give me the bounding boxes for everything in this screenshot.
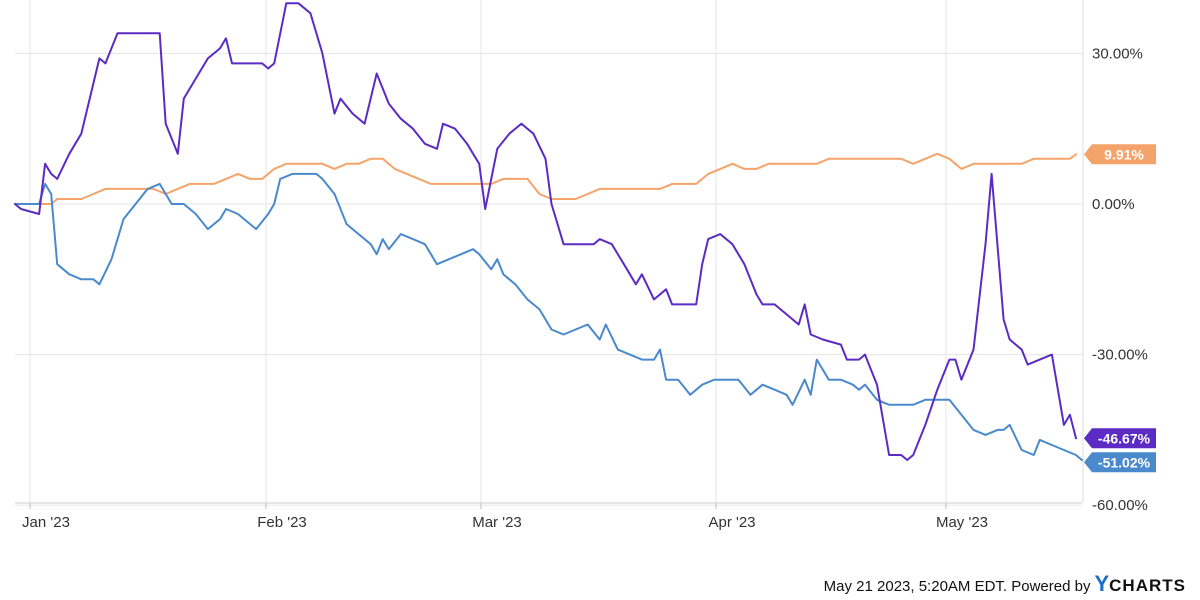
end-label-flag	[1084, 428, 1156, 449]
end-label-0: -46.67%	[1084, 428, 1156, 449]
ycharts-logo-text: CHARTS	[1109, 576, 1186, 595]
x-tick-label: Apr '23	[708, 514, 755, 531]
y-tick-label: 30.00%	[1092, 45, 1143, 62]
y-tick-label: -30.00%	[1092, 347, 1148, 364]
series-line-0	[14, 2, 1077, 461]
ycharts-logo-y: Y	[1094, 571, 1110, 596]
end-label-text: 9.91%	[1104, 146, 1144, 162]
x-tick-label: Jan '23	[22, 514, 70, 531]
x-tick-label: Mar '23	[472, 514, 522, 531]
series-line-1	[14, 172, 1083, 462]
grid-lines	[15, 0, 1082, 506]
end-label-flag	[1084, 452, 1156, 473]
end-label-flag	[1084, 144, 1156, 165]
chart-footer: May 21 2023, 5:20AM EDT. Powered by Y CH…	[824, 571, 1186, 597]
series-group	[14, 2, 1083, 462]
end-label-2: 9.91%	[1084, 144, 1156, 165]
x-tick-label: Feb '23	[257, 514, 307, 531]
footer-timestamp: May 21 2023, 5:20AM EDT. Powered by	[823, 578, 1091, 595]
y-tick-label: 0.00%	[1092, 196, 1135, 213]
end-label-text: -51.02%	[1098, 454, 1151, 470]
end-label-1: -51.02%	[1084, 452, 1156, 473]
end-label-text: -46.67%	[1098, 430, 1151, 446]
series-line-2	[14, 152, 1077, 205]
x-tick-label: May '23	[936, 514, 988, 531]
y-tick-label: -60.00%	[1092, 497, 1148, 514]
end-labels: -46.67% -51.02% 9.91%	[1084, 144, 1156, 473]
y-axis: 30.00% 0.00% -30.00% -60.00%	[1082, 0, 1148, 514]
x-axis: Jan '23 Feb '23 Mar '23 Apr '23 May '23	[15, 502, 1082, 531]
